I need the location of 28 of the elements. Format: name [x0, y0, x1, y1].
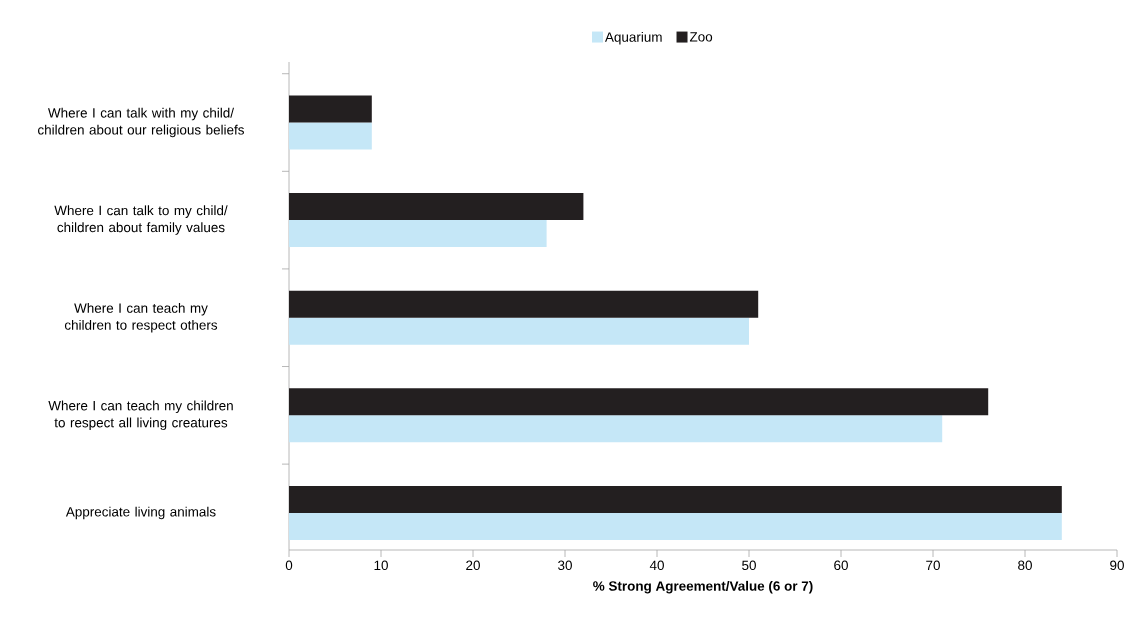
- x-tick-label: 50: [742, 560, 756, 571]
- bar: [289, 95, 372, 123]
- x-tick-label: 30: [558, 560, 572, 571]
- bar: [289, 193, 584, 221]
- y-tick-label: Appreciate living animals: [65, 506, 216, 520]
- bar: [289, 388, 989, 416]
- x-axis-title: % Strong Agreement/Value (6 or 7): [593, 580, 813, 594]
- x-tick-label: 70: [926, 560, 940, 571]
- legend-label: Aquarium: [604, 31, 662, 45]
- y-tick-label: Where I can talk with my child/ children about our religious beliefs: [38, 107, 244, 138]
- bar: [289, 512, 1062, 540]
- bar: [289, 485, 1062, 513]
- x-tick-label: 80: [1018, 560, 1032, 571]
- bar: [289, 317, 749, 345]
- y-tick-label: Where I can teach my children to respect others: [64, 302, 218, 333]
- x-tick-label: 90: [1110, 560, 1124, 571]
- bar: [289, 415, 943, 443]
- x-tick-label: 0: [285, 560, 293, 571]
- x-tick-label: 20: [466, 560, 480, 571]
- legend-label: Zoo: [689, 32, 713, 42]
- bar: [289, 290, 759, 318]
- bar: [289, 220, 547, 248]
- x-tick-label: 10: [374, 560, 388, 571]
- bar: [289, 122, 372, 150]
- y-tick-label: Where I can talk to my child/ children about family values: [54, 205, 228, 235]
- x-tick-label: 60: [834, 560, 848, 571]
- x-tick-label: 40: [649, 560, 664, 571]
- y-tick-label: Where I can teach my children to respect all living creatures: [48, 400, 233, 431]
